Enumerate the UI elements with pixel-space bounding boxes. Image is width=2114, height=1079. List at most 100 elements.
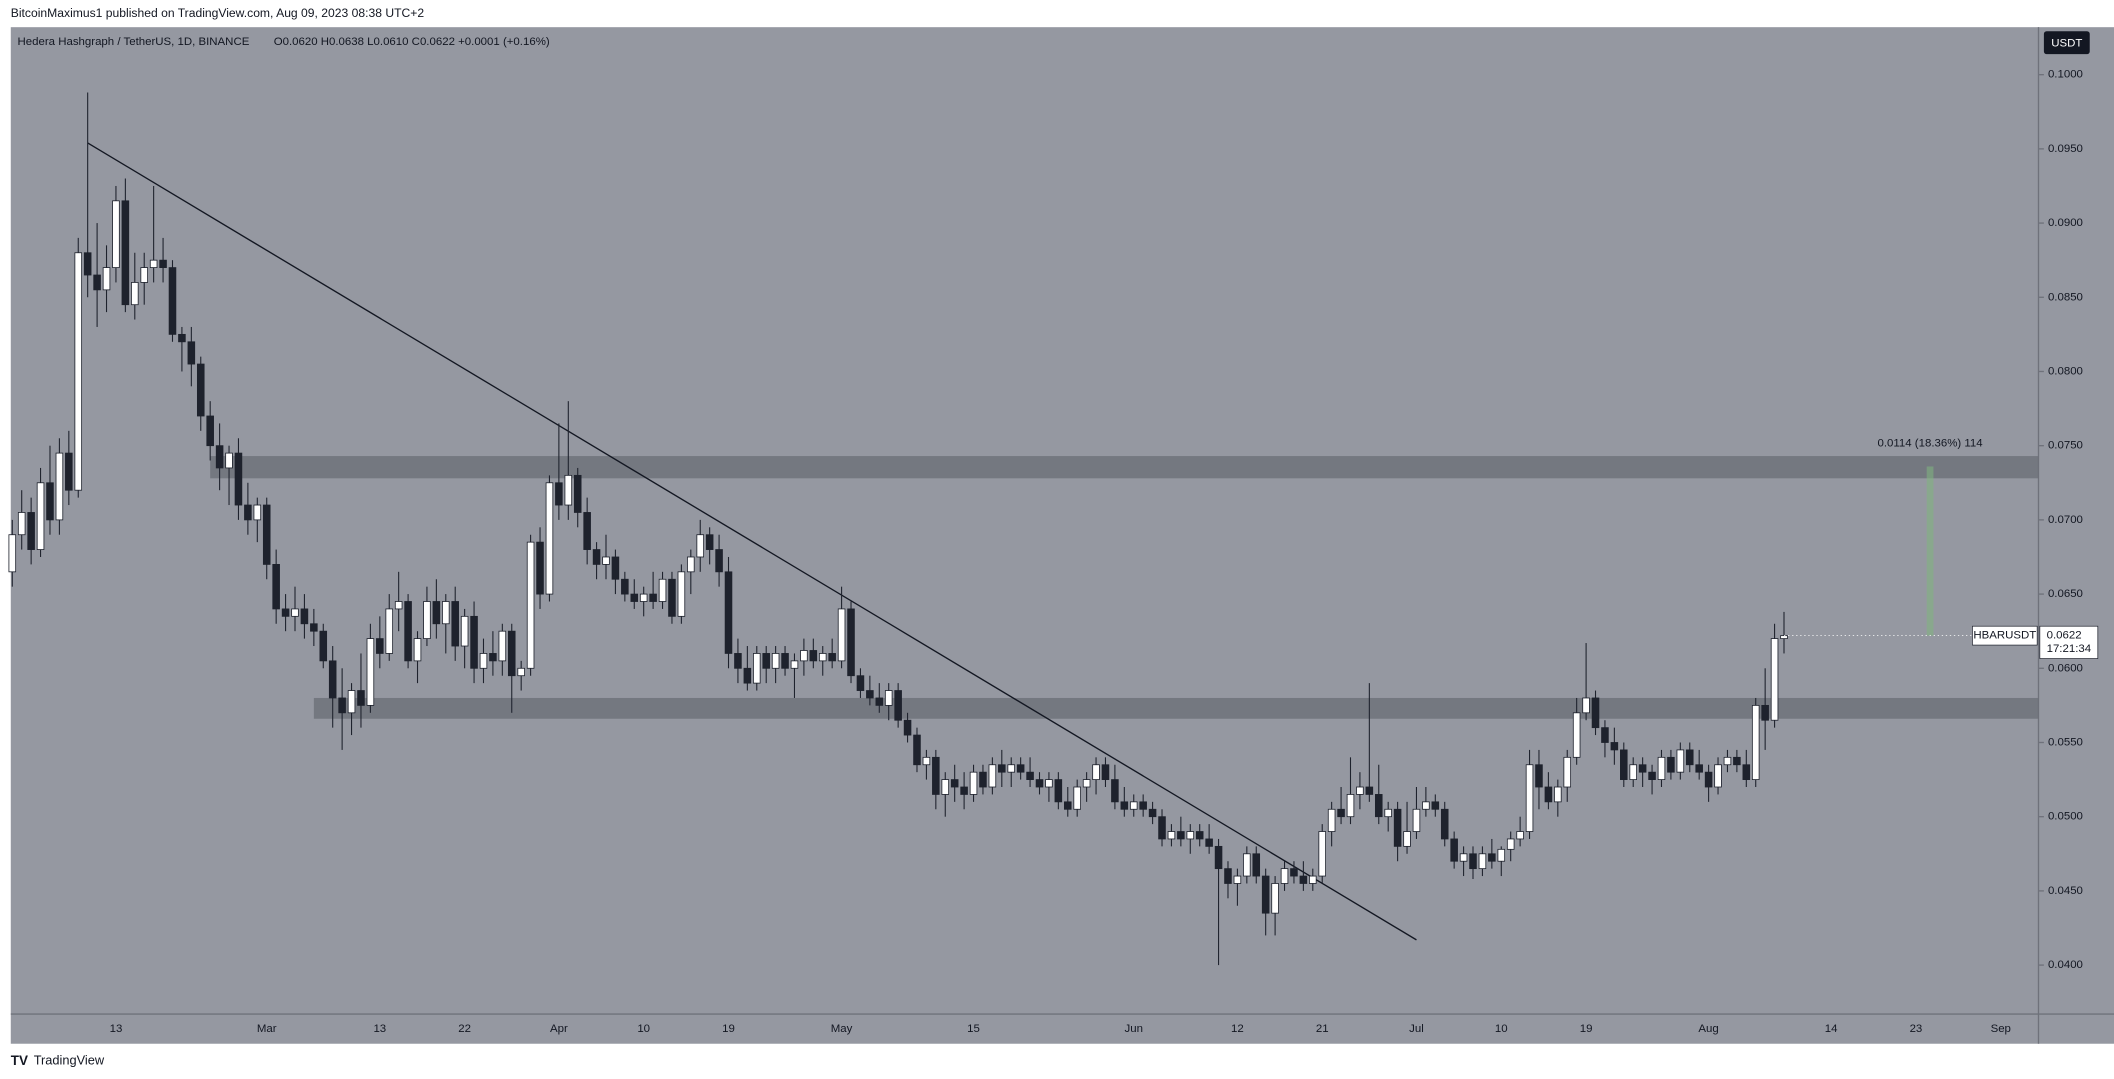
- candle-body: [1638, 764, 1647, 773]
- time-axis: [10, 1014, 2114, 1044]
- candle-body: [1356, 786, 1364, 795]
- candle-body: [1374, 794, 1383, 818]
- symbol-title: Hedera Hashgraph / TetherUS, 1D, BINANCE: [18, 36, 250, 48]
- candle-body: [1469, 853, 1477, 870]
- candle-body: [1101, 764, 1110, 780]
- candle-body: [1582, 697, 1590, 714]
- x-tick-label: 19: [722, 1023, 735, 1035]
- candle-body: [611, 556, 620, 580]
- candle-body: [564, 474, 573, 506]
- candle-body: [272, 563, 280, 610]
- candle-body: [1629, 764, 1637, 780]
- candle-body: [1318, 831, 1326, 877]
- candle-body: [1148, 808, 1157, 818]
- candle-body: [451, 601, 459, 647]
- candle-body: [969, 771, 978, 795]
- candle-body: [83, 252, 92, 276]
- candle-body: [988, 764, 997, 788]
- candle-body: [705, 534, 714, 550]
- candle-body: [1506, 838, 1515, 850]
- candle-body: [1233, 875, 1242, 884]
- measure-bar: [1926, 466, 1934, 636]
- candle-body: [1620, 749, 1628, 780]
- candle-body: [338, 697, 346, 714]
- x-tick-label: 13: [373, 1023, 386, 1035]
- candle-body: [1129, 801, 1138, 810]
- candle-body: [1384, 808, 1392, 818]
- candle-body: [517, 667, 525, 677]
- zone: [313, 697, 2039, 719]
- candle-body: [932, 756, 940, 795]
- candle-body: [319, 630, 328, 662]
- candle-body: [1591, 697, 1600, 729]
- candle-body: [1111, 779, 1119, 803]
- candle-body: [790, 660, 799, 669]
- candle-body: [1714, 764, 1722, 788]
- attribution: BitcoinMaximus1 published on TradingView…: [11, 6, 425, 20]
- y-tick-label: 0.0850: [2048, 291, 2083, 303]
- candle-body: [1290, 868, 1298, 877]
- candle-body: [300, 608, 309, 625]
- x-tick-label: 13: [110, 1023, 123, 1035]
- candle-body: [771, 653, 780, 669]
- candle-body: [1733, 756, 1741, 766]
- candle-body: [1243, 853, 1251, 877]
- candle-body: [1563, 756, 1572, 788]
- countdown: 17:21:34: [2047, 643, 2092, 655]
- candle-body: [884, 690, 893, 706]
- candle-body: [1412, 808, 1421, 832]
- candle-body: [1516, 831, 1524, 840]
- candle-body: [1488, 853, 1496, 862]
- candle-body: [743, 667, 752, 684]
- candle-body: [696, 534, 705, 558]
- candle-body: [998, 764, 1006, 773]
- candle-body: [17, 512, 26, 536]
- candle-body: [1450, 838, 1458, 862]
- candle-body: [1252, 853, 1261, 877]
- candle-body: [715, 549, 723, 573]
- y-tick-label: 0.0500: [2048, 811, 2083, 823]
- symbol-tag: [1972, 625, 2038, 646]
- candle-body: [55, 452, 64, 521]
- candle-body: [1742, 764, 1751, 780]
- candle-body: [913, 734, 921, 766]
- candle-body: [131, 282, 139, 306]
- trendline: [87, 142, 1417, 941]
- candle-body: [837, 608, 846, 662]
- candle-body: [818, 653, 827, 662]
- candle-body: [592, 549, 601, 565]
- candle-body: [1676, 749, 1685, 773]
- candle-body: [1224, 868, 1232, 884]
- candle-body: [1459, 853, 1468, 862]
- candle-body: [187, 341, 196, 365]
- candle-body: [1007, 764, 1016, 773]
- x-tick-label: 23: [1910, 1023, 1923, 1035]
- candle-body: [234, 452, 243, 506]
- candle-body: [1610, 742, 1619, 751]
- candle-body: [8, 534, 17, 573]
- candle-body: [903, 719, 912, 736]
- candle-body: [366, 638, 375, 706]
- candle-body: [432, 601, 441, 625]
- brand: TradingView: [34, 1053, 105, 1068]
- candle-body: [1139, 801, 1147, 810]
- y-tick-label: 0.0600: [2048, 662, 2083, 674]
- currency-button[interactable]: [2043, 31, 2090, 55]
- candle-body: [196, 363, 205, 417]
- candle-body: [1195, 831, 1204, 840]
- candle-body: [1704, 771, 1713, 788]
- candle-body: [1648, 771, 1656, 780]
- currency-label[interactable]: USDT: [2051, 37, 2082, 49]
- y-tick-label: 0.0650: [2048, 588, 2083, 600]
- candle-body: [1365, 786, 1374, 795]
- candle-body: [36, 482, 45, 550]
- candle-body: [1167, 831, 1176, 840]
- candle-body: [1035, 779, 1044, 788]
- candle-body: [357, 690, 365, 706]
- y-tick-label: 0.1000: [2048, 69, 2083, 81]
- candle-body: [1751, 704, 1760, 780]
- candle-body: [828, 653, 836, 662]
- y-tick-label: 0.0550: [2048, 737, 2083, 749]
- candle-body: [950, 779, 959, 788]
